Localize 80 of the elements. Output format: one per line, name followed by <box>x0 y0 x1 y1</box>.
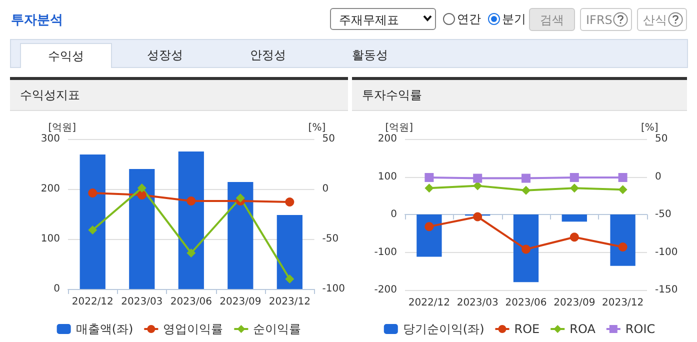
y-tick-label: 100 <box>378 171 397 182</box>
point <box>522 244 530 254</box>
bar <box>129 169 155 289</box>
legend-label: ROE <box>514 322 540 336</box>
point <box>137 184 146 192</box>
point <box>424 173 434 182</box>
text: 활동성 <box>351 47 389 64</box>
legend-label: ROIC <box>625 322 656 336</box>
x-tick-label: 2023/06 <box>170 296 212 308</box>
point <box>473 174 482 183</box>
x-tick-label: 2023/12 <box>268 296 310 308</box>
y-tick-label: -200 <box>374 284 397 296</box>
chart-title: 수익성지표 <box>10 80 348 111</box>
legend-label: 영업이익률 <box>163 322 224 336</box>
text: 투자분석 <box>11 12 63 29</box>
y2-tick-label: 0 <box>655 171 662 182</box>
y-tick-label: 300 <box>40 134 60 144</box>
y-tick-label: 0 <box>390 209 397 220</box>
y2-tick-label: 50 <box>655 134 668 144</box>
y2-tick-label: -100 <box>322 284 346 294</box>
point <box>522 186 530 195</box>
point <box>236 194 245 202</box>
point <box>285 198 294 206</box>
text: 산식 <box>637 8 687 31</box>
point <box>570 173 579 182</box>
bar <box>80 154 106 289</box>
text: 주재무제표 <box>330 8 436 30</box>
y2-tick-label: -50 <box>322 234 339 244</box>
bar <box>178 152 204 289</box>
y2-tick-label: -100 <box>655 246 678 258</box>
point <box>570 232 579 242</box>
x-tick-label: 2023/09 <box>554 298 596 308</box>
point <box>618 173 628 182</box>
y-tick-label: -100 <box>374 246 397 258</box>
legend-label: 당기순이익(좌) <box>402 322 484 336</box>
point <box>618 185 628 194</box>
point <box>522 174 530 183</box>
y2-tick-label: 0 <box>322 184 329 194</box>
text: 안정성 <box>249 47 287 64</box>
x-tick-label: 2023/09 <box>220 296 262 308</box>
x-tick-label: 2023/03 <box>456 298 498 308</box>
point <box>88 188 98 198</box>
y-axis-title: [억원] <box>48 122 76 134</box>
point <box>424 184 434 193</box>
x-tick-label: 2023/12 <box>602 298 644 308</box>
point <box>137 190 146 200</box>
point <box>473 212 482 222</box>
legend-label: 매출액(좌) <box>76 322 134 336</box>
x-tick-label: 2022/12 <box>72 296 114 308</box>
y-tick-label: 200 <box>378 134 397 144</box>
point <box>186 248 196 258</box>
text: 연간 <box>457 11 481 28</box>
point <box>618 242 628 252</box>
point <box>570 184 579 193</box>
y2-tick-label: 50 <box>322 134 336 144</box>
legend-label: 순이익률 <box>253 322 302 336</box>
x-tick-label: 2023/06 <box>505 298 547 308</box>
x-tick-label: 2023/03 <box>121 296 163 308</box>
y-tick-label: 100 <box>40 234 60 244</box>
bar <box>276 215 302 289</box>
y-tick-label: 0 <box>54 284 60 294</box>
text: 검색 <box>529 8 575 31</box>
y2-axis-title: [%] <box>308 122 326 134</box>
y2-tick-label: -50 <box>655 209 672 220</box>
text: IFRS <box>580 8 632 31</box>
y-tick-label: 200 <box>40 184 60 194</box>
text: 분기 <box>502 11 526 28</box>
bar <box>228 182 254 289</box>
point <box>424 222 434 232</box>
x-tick-label: 2022/12 <box>408 298 450 308</box>
text: 수익성 <box>20 43 112 68</box>
legend-label: ROA <box>570 322 596 336</box>
y2-tick-label: -150 <box>655 284 678 296</box>
y2-axis-title: [%] <box>641 122 658 134</box>
point <box>186 196 196 206</box>
point <box>88 226 98 234</box>
text: 성장성 <box>146 47 184 64</box>
y-axis-title: [억원] <box>385 122 414 134</box>
point <box>285 274 294 284</box>
chart-title: 투자수익률 <box>352 80 687 111</box>
